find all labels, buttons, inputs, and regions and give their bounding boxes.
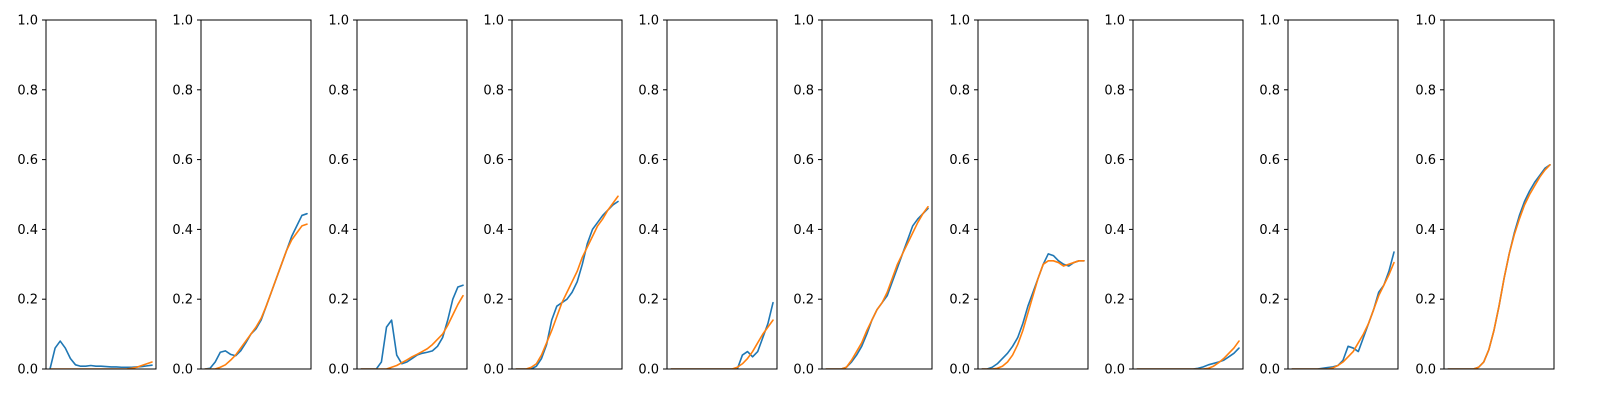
series-1-line <box>360 284 464 369</box>
y-tick-label: 0.2 <box>1259 293 1280 308</box>
y-tick-label: 0.2 <box>949 293 970 308</box>
y-tick-label: 0.2 <box>638 293 659 308</box>
axes-frame <box>1132 19 1244 370</box>
y-tick-label: 1.0 <box>328 14 349 29</box>
y-tick-label: 1.0 <box>1259 14 1280 29</box>
panel-8: 0.0 0.2 0.4 0.6 0.8 1.0 <box>1104 14 1244 378</box>
y-tick-label: 0.0 <box>1415 363 1436 378</box>
y-tick-label: 0.2 <box>1104 293 1125 308</box>
y-tick-label: 0.8 <box>172 83 193 98</box>
y-tick-label: 0.0 <box>638 363 659 378</box>
series-2-line <box>825 205 929 369</box>
y-tick-label: 0.4 <box>1259 223 1280 238</box>
y-tick-label: 0.0 <box>793 363 814 378</box>
y-tick-label: 0.4 <box>949 223 970 238</box>
y-tick-label: 0.0 <box>949 363 970 378</box>
y-tick-label: 0.4 <box>172 223 193 238</box>
series-2-line <box>204 223 308 369</box>
series-1-line <box>49 340 153 369</box>
panel-1: 0.0 0.2 0.4 0.6 0.8 1.0 <box>17 14 157 378</box>
y-tick-label: 0.2 <box>483 293 504 308</box>
y-tick-label: 0.6 <box>1415 153 1436 168</box>
y-tick-label: 0.8 <box>1259 83 1280 98</box>
y-tick-label: 1.0 <box>172 14 193 29</box>
y-tick-label: 0.6 <box>638 153 659 168</box>
y-tick-label: 0.6 <box>949 153 970 168</box>
axes-frame <box>356 19 468 370</box>
y-tick-label: 0.4 <box>1104 223 1125 238</box>
y-tick-label: 0.8 <box>638 83 659 98</box>
axes-frame <box>511 19 623 370</box>
series-1-line <box>204 212 308 369</box>
series-1-line <box>1447 164 1551 369</box>
y-tick-label: 0.2 <box>793 293 814 308</box>
y-tick-label: 1.0 <box>949 14 970 29</box>
y-tick-label: 0.6 <box>1104 153 1125 168</box>
axes-frame <box>1443 19 1555 370</box>
y-tick-label: 0.4 <box>483 223 504 238</box>
panel-2: 0.0 0.2 0.4 0.6 0.8 1.0 <box>172 14 312 378</box>
series-2-line <box>670 319 774 369</box>
series-1-line <box>981 253 1085 369</box>
series-1-line <box>1291 251 1395 369</box>
y-tick-label: 1.0 <box>1104 14 1125 29</box>
series-2-line <box>1447 164 1551 369</box>
y-tick-label: 0.4 <box>793 223 814 238</box>
panel-10: 0.0 0.2 0.4 0.6 0.8 1.0 <box>1415 14 1555 378</box>
y-tick-label: 0.6 <box>1259 153 1280 168</box>
series-2-line <box>1291 261 1395 369</box>
panel-6: 0.0 0.2 0.4 0.6 0.8 1.0 <box>793 14 933 378</box>
series-2-line <box>981 260 1085 369</box>
series-1-line <box>670 301 774 369</box>
y-tick-label: 0.2 <box>17 293 38 308</box>
y-tick-label: 0.4 <box>328 223 349 238</box>
panel-4: 0.0 0.2 0.4 0.6 0.8 1.0 <box>483 14 623 378</box>
series-2-line <box>515 195 619 369</box>
y-tick-label: 0.0 <box>172 363 193 378</box>
y-tick-label: 0.0 <box>328 363 349 378</box>
y-tick-label: 0.8 <box>793 83 814 98</box>
y-tick-label: 0.0 <box>1104 363 1125 378</box>
y-tick-label: 0.0 <box>483 363 504 378</box>
axes-frame <box>45 19 157 370</box>
y-tick-label: 0.8 <box>483 83 504 98</box>
series-1-line <box>515 200 619 369</box>
y-tick-label: 0.2 <box>172 293 193 308</box>
y-tick-label: 0.6 <box>172 153 193 168</box>
series-2-line <box>49 361 153 369</box>
series-2-line <box>1136 340 1240 369</box>
y-tick-label: 0.6 <box>328 153 349 168</box>
y-tick-label: 1.0 <box>483 14 504 29</box>
y-tick-label: 0.6 <box>793 153 814 168</box>
y-tick-label: 0.8 <box>1104 83 1125 98</box>
y-tick-label: 0.4 <box>638 223 659 238</box>
panel-5: 0.0 0.2 0.4 0.6 0.8 1.0 <box>638 14 778 378</box>
axes-frame <box>977 19 1089 370</box>
axes-frame <box>666 19 778 370</box>
y-tick-label: 0.2 <box>328 293 349 308</box>
y-tick-label: 0.6 <box>483 153 504 168</box>
y-tick-label: 0.0 <box>1259 363 1280 378</box>
axes-frame <box>821 19 933 370</box>
axes-frame <box>200 19 312 370</box>
y-tick-label: 0.8 <box>328 83 349 98</box>
y-tick-label: 0.2 <box>1415 293 1436 308</box>
y-tick-label: 0.4 <box>1415 223 1436 238</box>
panel-7: 0.0 0.2 0.4 0.6 0.8 1.0 <box>949 14 1089 378</box>
y-tick-label: 0.8 <box>1415 83 1436 98</box>
y-tick-label: 1.0 <box>17 14 38 29</box>
y-tick-label: 1.0 <box>793 14 814 29</box>
y-tick-label: 1.0 <box>1415 14 1436 29</box>
panel-3: 0.0 0.2 0.4 0.6 0.8 1.0 <box>328 14 468 378</box>
y-tick-label: 1.0 <box>638 14 659 29</box>
axes-frame <box>1287 19 1399 370</box>
series-2-line <box>360 294 464 369</box>
panel-9: 0.0 0.2 0.4 0.6 0.8 1.0 <box>1259 14 1399 378</box>
y-tick-label: 0.0 <box>17 363 38 378</box>
y-tick-label: 0.8 <box>17 83 38 98</box>
y-tick-label: 0.8 <box>949 83 970 98</box>
y-tick-label: 0.6 <box>17 153 38 168</box>
y-tick-label: 0.4 <box>17 223 38 238</box>
